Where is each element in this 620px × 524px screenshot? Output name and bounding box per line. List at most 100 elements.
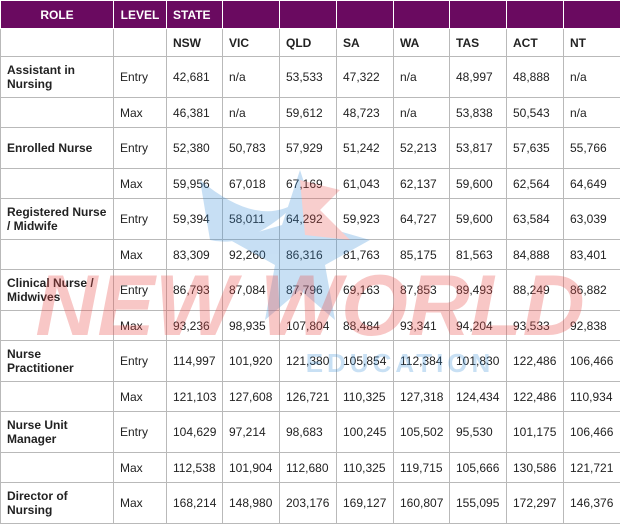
salary-cell: 98,683 xyxy=(280,412,337,453)
role-name: Nurse Unit Manager xyxy=(1,412,114,453)
salary-cell: 89,493 xyxy=(450,270,507,311)
salary-cell: 106,466 xyxy=(564,341,620,382)
salary-cell: 50,783 xyxy=(223,128,280,169)
state-nt: NT xyxy=(564,29,620,57)
salary-cell: 105,502 xyxy=(394,412,450,453)
salary-cell: 101,920 xyxy=(223,341,280,382)
salary-cell: 51,242 xyxy=(337,128,394,169)
header-cell xyxy=(450,1,507,29)
salary-cell: 42,681 xyxy=(167,57,223,98)
salary-cell: 93,533 xyxy=(507,311,564,341)
salary-cell: 127,608 xyxy=(223,382,280,412)
role-name: Enrolled Nurse xyxy=(1,128,114,169)
salary-cell: 83,309 xyxy=(167,240,223,270)
salary-cell: 172,297 xyxy=(507,483,564,524)
salary-cell: n/a xyxy=(564,57,620,98)
salary-cell: 105,854 xyxy=(337,341,394,382)
salary-cell: 126,721 xyxy=(280,382,337,412)
salary-cell: 86,793 xyxy=(167,270,223,311)
salary-cell: 48,723 xyxy=(337,98,394,128)
salary-cell: 48,888 xyxy=(507,57,564,98)
role-name: Assistant in Nursing xyxy=(1,57,114,98)
state-qld: QLD xyxy=(280,29,337,57)
salary-cell: 98,935 xyxy=(223,311,280,341)
salary-cell: 57,635 xyxy=(507,128,564,169)
empty-cell xyxy=(1,98,114,128)
salary-cell: 121,380 xyxy=(280,341,337,382)
salary-cell: 58,011 xyxy=(223,199,280,240)
salary-cell: 105,666 xyxy=(450,453,507,483)
salary-cell: 110,325 xyxy=(337,453,394,483)
level-cell: Entry xyxy=(114,199,167,240)
level-cell: Max xyxy=(114,453,167,483)
salary-cell: 81,563 xyxy=(450,240,507,270)
salary-cell: 64,649 xyxy=(564,169,620,199)
empty-cell xyxy=(1,240,114,270)
salary-cell: 95,530 xyxy=(450,412,507,453)
level-cell: Entry xyxy=(114,270,167,311)
salary-cell: 92,260 xyxy=(223,240,280,270)
salary-cell: 94,204 xyxy=(450,311,507,341)
salary-cell: 124,434 xyxy=(450,382,507,412)
salary-cell: 59,923 xyxy=(337,199,394,240)
salary-cell: 110,325 xyxy=(337,382,394,412)
salary-cell: 46,381 xyxy=(167,98,223,128)
salary-cell: 84,888 xyxy=(507,240,564,270)
header-cell xyxy=(280,1,337,29)
level-cell: Max xyxy=(114,382,167,412)
header-row: ROLE LEVEL STATE xyxy=(1,1,620,29)
salary-cell: 100,245 xyxy=(337,412,394,453)
salary-cell: 148,980 xyxy=(223,483,280,524)
level-cell: Max xyxy=(114,240,167,270)
empty-cell xyxy=(1,29,114,57)
salary-cell: 203,176 xyxy=(280,483,337,524)
salary-cell: 101,175 xyxy=(507,412,564,453)
salary-cell: 59,600 xyxy=(450,169,507,199)
header-cell xyxy=(337,1,394,29)
state-wa: WA xyxy=(394,29,450,57)
salary-cell: 85,175 xyxy=(394,240,450,270)
salary-cell: 121,103 xyxy=(167,382,223,412)
salary-cell: 61,043 xyxy=(337,169,394,199)
salary-cell: 53,838 xyxy=(450,98,507,128)
salary-cell: 101,904 xyxy=(223,453,280,483)
salary-cell: 130,586 xyxy=(507,453,564,483)
salary-cell: 67,018 xyxy=(223,169,280,199)
salary-cell: 101,830 xyxy=(450,341,507,382)
state-header: STATE xyxy=(167,1,223,29)
level-cell: Entry xyxy=(114,128,167,169)
salary-cell: 55,766 xyxy=(564,128,620,169)
salary-cell: 86,316 xyxy=(280,240,337,270)
header-cell xyxy=(223,1,280,29)
salary-cell: 122,486 xyxy=(507,382,564,412)
salary-cell: 59,394 xyxy=(167,199,223,240)
salary-table-container: ROLE LEVEL STATE NSW VIC QLD SA WA TAS A… xyxy=(0,0,620,480)
salary-cell: 146,376 xyxy=(564,483,620,524)
role-name: Registered Nurse / Midwife xyxy=(1,199,114,240)
state-names-row: NSW VIC QLD SA WA TAS ACT NT xyxy=(1,29,620,57)
salary-cell: 110,934 xyxy=(564,382,620,412)
salary-cell: 93,236 xyxy=(167,311,223,341)
salary-cell: 97,214 xyxy=(223,412,280,453)
state-nsw: NSW xyxy=(167,29,223,57)
state-act: ACT xyxy=(507,29,564,57)
salary-cell: 112,680 xyxy=(280,453,337,483)
salary-cell: 160,807 xyxy=(394,483,450,524)
salary-cell: 53,533 xyxy=(280,57,337,98)
empty-cell xyxy=(1,311,114,341)
salary-cell: 88,249 xyxy=(507,270,564,311)
role-name: Director of Nursing xyxy=(1,483,114,524)
salary-cell: 106,466 xyxy=(564,412,620,453)
header-cell xyxy=(394,1,450,29)
